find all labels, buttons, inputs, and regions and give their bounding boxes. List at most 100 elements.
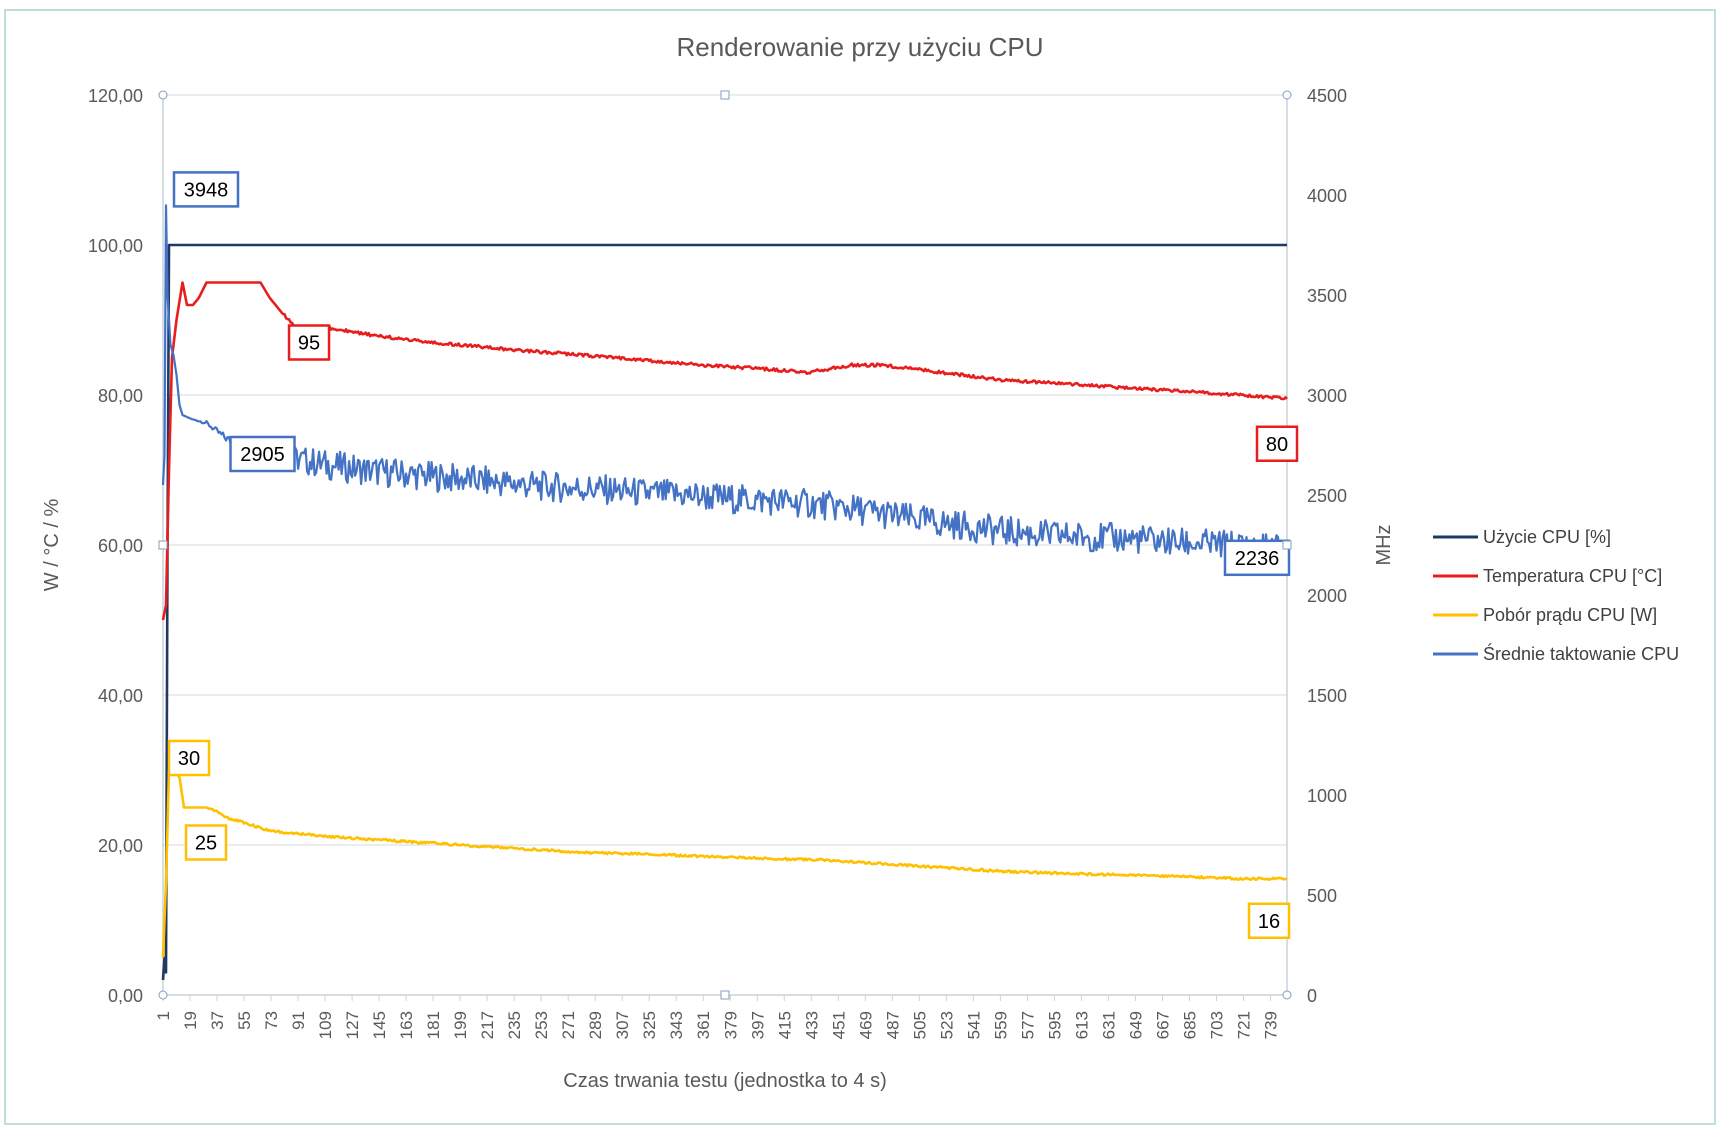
data-label-text: 25 (195, 833, 217, 855)
data-label-text: 3948 (184, 179, 229, 201)
data-label-box (1247, 902, 1291, 939)
series-lines (161, 204, 1288, 981)
y-left-tick-label: 60,00 (98, 536, 143, 556)
x-axis-label: Czas trwania testu (jednostka to 4 s) (563, 1070, 886, 1092)
y-right-tick-label: 1500 (1307, 686, 1347, 706)
x-tick-label: 217 (478, 1011, 497, 1039)
legend: Użycie CPU [%] Temperatura CPU [°C] Pobór … (1433, 527, 1679, 664)
corner-handle (1282, 90, 1292, 100)
series-line-3 (161, 204, 1288, 563)
y-right-tick-label: 0 (1307, 986, 1317, 1006)
legend-entry: Temperatura CPU [°C] (1433, 566, 1662, 586)
data-label-box (229, 435, 296, 473)
corner-handle (158, 990, 168, 1000)
x-tick-label: 253 (532, 1011, 551, 1039)
data-label: 30 (167, 739, 211, 777)
legend-entry: Użycie CPU [%] (1433, 527, 1611, 547)
x-axis-ticks: 1 19 37 55 73 91 109 127 145 163 181 199 217 235 253 27… (154, 995, 1280, 1039)
y-left-tick-label: 20,00 (98, 836, 143, 856)
y-right-tick-label: 3500 (1307, 286, 1347, 306)
corner-handle (158, 90, 168, 100)
x-tick-label: 289 (586, 1011, 605, 1039)
data-label-box (172, 171, 240, 208)
x-tick-label: 451 (829, 1011, 848, 1039)
x-tick-label: 577 (1018, 1011, 1037, 1039)
data-label-box (167, 739, 211, 777)
data-label-box (1223, 539, 1291, 577)
x-tick-label: 379 (721, 1011, 740, 1039)
x-tick-label: 505 (910, 1011, 929, 1039)
x-tick-label: 19 (181, 1011, 200, 1030)
x-tick-label: 145 (370, 1011, 389, 1039)
data-label: 16 (1247, 902, 1291, 939)
legend-label: Średnie taktowanie CPU (1483, 643, 1679, 664)
x-tick-label: 523 (937, 1011, 956, 1039)
y-left-tick-label: 80,00 (98, 386, 143, 406)
y-right-tick-label: 1000 (1307, 786, 1347, 806)
selection-handles (158, 90, 1292, 1000)
data-label: 2236 (1223, 539, 1291, 577)
x-tick-label: 127 (343, 1011, 362, 1039)
y-right-tick-label: 500 (1307, 886, 1337, 906)
x-tick-label: 181 (424, 1011, 443, 1039)
x-tick-label: 613 (1072, 1011, 1091, 1039)
x-tick-label: 235 (505, 1011, 524, 1039)
data-label: 25 (184, 824, 228, 861)
x-tick-label: 415 (775, 1011, 794, 1039)
legend-label: Użycie CPU [%] (1483, 527, 1611, 547)
x-tick-label: 109 (316, 1011, 335, 1039)
y-left-tick-label: 120,00 (88, 86, 143, 106)
x-tick-label: 703 (1207, 1011, 1226, 1039)
x-tick-label: 307 (613, 1011, 632, 1039)
y-axis-right-label: MHz (1373, 524, 1395, 565)
data-label-box (1255, 425, 1299, 462)
x-tick-label: 55 (235, 1011, 254, 1030)
y-left-tick-label: 0,00 (108, 986, 143, 1006)
left-axis-ticks: 0,00 20,00 40,00 60,00 80,00 100,00 120,00 (88, 86, 143, 1006)
x-tick-label: 559 (991, 1011, 1010, 1039)
x-tick-label: 37 (208, 1011, 227, 1030)
chart-border (4, 9, 1716, 1125)
y-right-tick-label: 4000 (1307, 186, 1347, 206)
series-line-1 (161, 281, 1288, 621)
y-right-tick-label: 3000 (1307, 386, 1347, 406)
y-right-tick-label: 2000 (1307, 586, 1347, 606)
legend-label: Temperatura CPU [°C] (1483, 566, 1662, 586)
x-tick-label: 433 (802, 1011, 821, 1039)
side-handle (1282, 540, 1292, 550)
y-right-tick-label: 4500 (1307, 86, 1347, 106)
x-tick-label: 199 (451, 1011, 470, 1039)
data-label-text: 16 (1258, 911, 1280, 933)
data-label-text: 95 (298, 333, 320, 355)
data-label-text: 80 (1266, 434, 1288, 456)
x-tick-label: 649 (1126, 1011, 1145, 1039)
data-label-text: 2236 (1235, 548, 1280, 570)
data-label: 2905 (229, 435, 296, 473)
data-labels: 3948 95 2905 80 2236 30 25 16 (167, 171, 1299, 939)
x-tick-label: 163 (397, 1011, 416, 1039)
x-tick-label: 631 (1099, 1011, 1118, 1039)
data-label-text: 30 (178, 748, 200, 770)
y-left-tick-label: 40,00 (98, 686, 143, 706)
x-tick-label: 721 (1234, 1011, 1253, 1039)
series-line-0 (161, 243, 1287, 981)
x-tick-label: 343 (667, 1011, 686, 1039)
corner-handle (1282, 990, 1292, 1000)
data-label: 3948 (172, 171, 240, 208)
x-tick-label: 1 (154, 1011, 173, 1020)
data-label-box (287, 324, 331, 361)
data-label-box (184, 824, 228, 861)
y-right-tick-label: 2500 (1307, 486, 1347, 506)
y-left-tick-label: 100,00 (88, 236, 143, 256)
x-tick-label: 667 (1153, 1011, 1172, 1039)
chart-title: Renderowanie przy użyciu CPU (676, 32, 1043, 62)
side-handle (720, 90, 730, 100)
side-handle (158, 540, 168, 550)
x-tick-label: 325 (640, 1011, 659, 1039)
data-label-text: 2905 (240, 444, 285, 466)
legend-label: Pobór prądu CPU [W] (1483, 605, 1657, 625)
data-label: 80 (1255, 425, 1299, 462)
side-handle (720, 990, 730, 1000)
x-tick-label: 487 (883, 1011, 902, 1039)
